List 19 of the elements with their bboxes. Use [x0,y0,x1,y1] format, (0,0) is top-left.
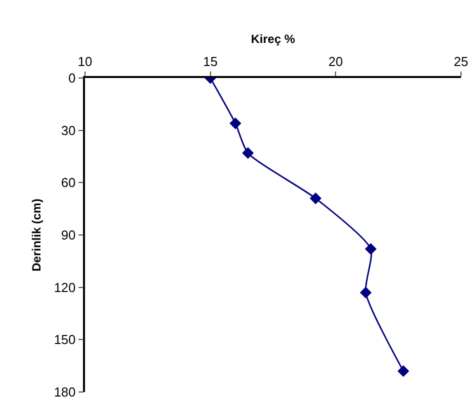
point [364,243,377,255]
point [398,365,410,377]
y-tick-label: 90 [61,228,76,243]
x-tick-label: 25 [454,54,468,70]
x-tick-label: 15 [203,54,218,70]
point [360,286,372,298]
y-axis-title: Derinlik (cm) [30,198,44,272]
x-tick-label: 20 [328,54,343,70]
y-tick-label: 60 [61,175,76,190]
point [242,147,254,159]
y-tick-label: 180 [54,384,76,400]
y-tick-label: 30 [61,122,76,138]
x-tick-label: 10 [78,54,92,70]
point [230,118,242,130]
y-tick-label: 0 [68,70,76,86]
x-axis-title: Kireç % [250,32,296,46]
y-tick-label: 120 [54,280,76,295]
point [310,192,322,204]
y-tick-label: 150 [54,332,76,348]
